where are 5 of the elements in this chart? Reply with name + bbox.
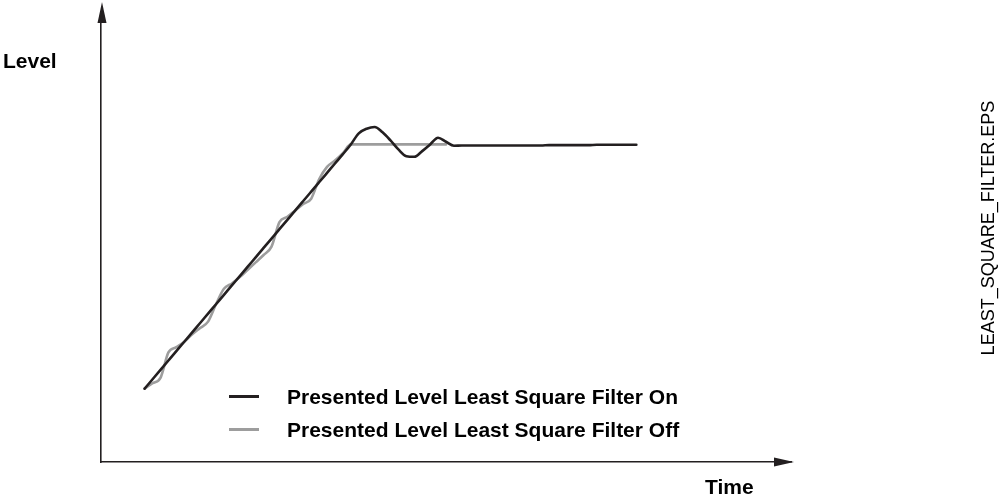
y-axis-title: Level bbox=[3, 49, 57, 72]
text: LEAST_SQUARE_FILTER.EPS bbox=[978, 100, 998, 356]
x-axis-title: Time bbox=[705, 475, 754, 497]
legend-label: Presented Level Least Square Filter Off bbox=[287, 418, 680, 441]
legend-label: Presented Level Least Square Filter On bbox=[287, 385, 678, 408]
